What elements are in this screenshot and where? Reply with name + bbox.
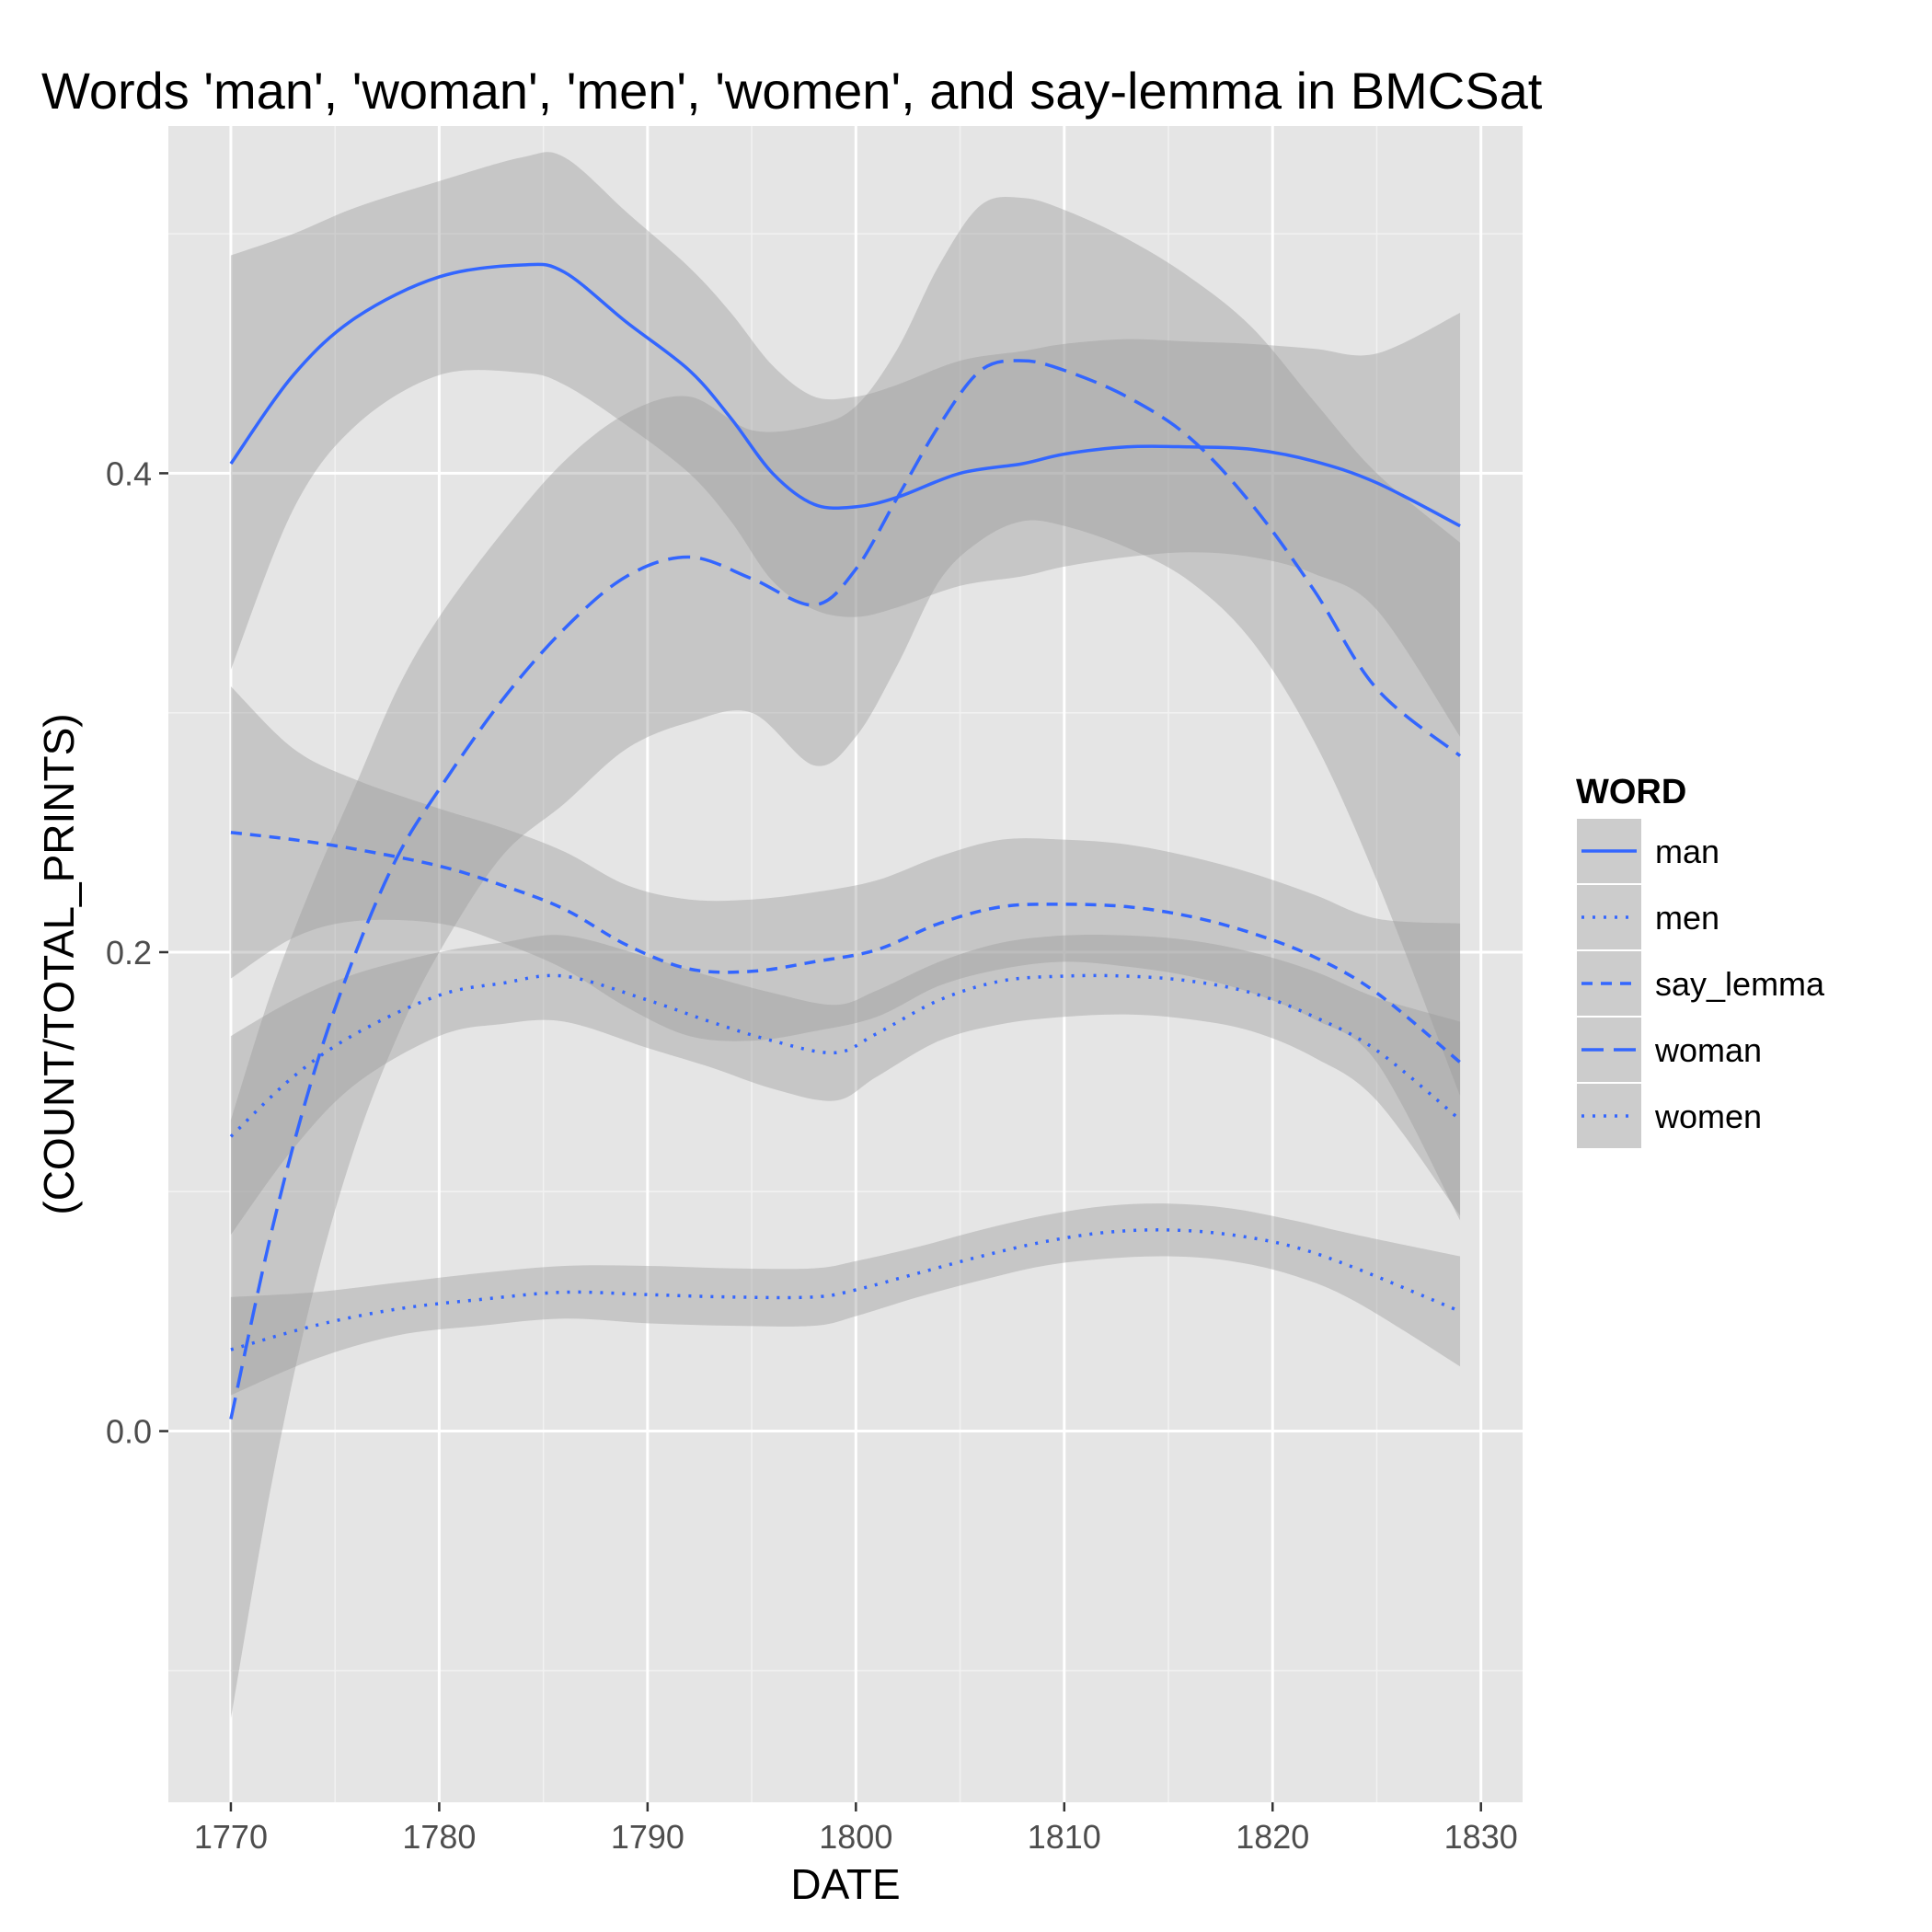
x-tick-label: 1810	[1028, 1818, 1101, 1856]
ribbon-men	[230, 934, 1461, 1236]
confidence-ribbons	[230, 152, 1461, 1719]
legend-label-women: women	[1654, 1098, 1762, 1135]
legend-key-women	[1575, 1082, 1643, 1150]
ribbon-say_lemma	[230, 686, 1461, 1221]
x-tick-label: 1800	[819, 1818, 892, 1856]
x-tick-label: 1830	[1444, 1818, 1518, 1856]
legend-title: WORD	[1576, 773, 1686, 811]
legend-label-woman: woman	[1654, 1031, 1762, 1069]
y-tick-label: 0.2	[106, 934, 152, 972]
y-axis: 0.0 0.2 0.4	[106, 454, 168, 1451]
line-woman	[229, 359, 1462, 1420]
chart-title: Words 'man', 'woman', 'men', 'women', an…	[41, 62, 1543, 120]
legend-label-men: men	[1655, 899, 1719, 937]
x-tick-label: 1780	[402, 1818, 476, 1856]
x-tick-label: 1770	[194, 1818, 268, 1856]
legend-key-men	[1575, 883, 1643, 951]
line-man	[229, 262, 1461, 528]
series-lines	[229, 262, 1462, 1420]
line-men	[229, 973, 1462, 1138]
legend-label-man: man	[1655, 833, 1719, 870]
x-axis-title: DATE	[790, 1860, 900, 1908]
legend-label-say_lemma: say_lemma	[1655, 965, 1825, 1003]
ribbon-women	[230, 1203, 1461, 1396]
ribbon-man	[230, 152, 1461, 737]
ribbon-woman	[230, 196, 1461, 1719]
x-tick-label: 1790	[611, 1818, 684, 1856]
line-say_lemma	[230, 831, 1462, 1064]
plot-panel	[168, 126, 1523, 1802]
y-axis-title: (COUNT/TOTAL_PRINTS)	[35, 713, 83, 1214]
line-women	[230, 1228, 1461, 1351]
y-tick-label: 0.4	[106, 454, 152, 492]
y-tick-label: 0.0	[106, 1413, 152, 1451]
x-tick-label: 1820	[1236, 1818, 1309, 1856]
x-axis: 1770 1780 1790 1800 1810 1820 1830	[194, 1802, 1518, 1856]
gridlines	[168, 126, 1523, 1802]
